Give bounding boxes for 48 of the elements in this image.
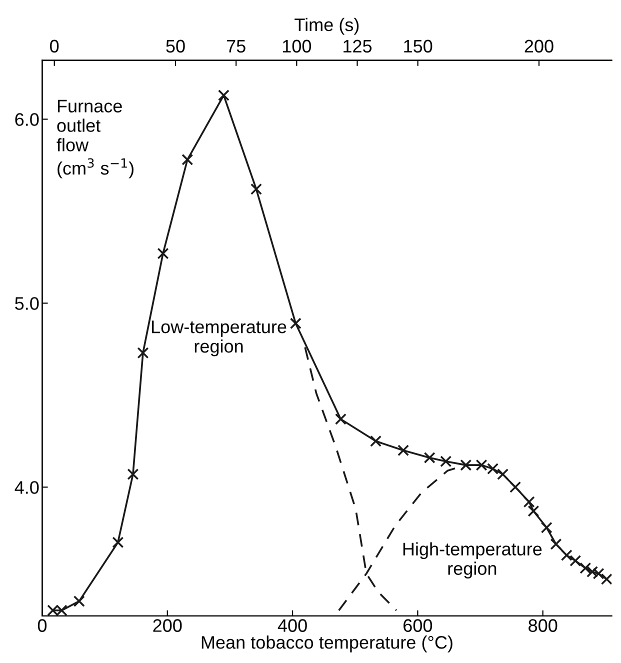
x2-axis-title: Time (s) xyxy=(294,18,359,35)
x2-tick-label: 150 xyxy=(404,40,432,53)
point xyxy=(523,496,535,508)
point xyxy=(127,468,139,480)
y-tick-label: 5.0 xyxy=(15,297,39,310)
x2-tick-label: 125 xyxy=(344,40,372,53)
point xyxy=(600,573,612,585)
point xyxy=(540,522,552,534)
point xyxy=(73,595,85,607)
y-axis-title: Furnace outlet flow (cm$^{3}$ s$^{−1}$) xyxy=(56,100,134,178)
point xyxy=(112,536,124,548)
point xyxy=(550,538,562,550)
point xyxy=(137,347,149,359)
point xyxy=(580,562,592,574)
x2-tick-label: 200 xyxy=(524,40,554,53)
point xyxy=(424,452,436,464)
point xyxy=(487,462,499,475)
annotation: High-temperature region xyxy=(403,542,542,579)
x-tick-label: 600 xyxy=(404,619,432,632)
point xyxy=(398,444,410,456)
point xyxy=(528,505,540,517)
point xyxy=(250,183,262,195)
point xyxy=(182,154,194,166)
x2-tick-label: 75 xyxy=(226,40,246,53)
point xyxy=(440,456,452,468)
x-tick-label: 0 xyxy=(38,619,47,632)
x-axis-title: Mean tobacco temperature (°C) xyxy=(202,636,452,652)
point xyxy=(290,318,302,330)
x-tick-label: 800 xyxy=(528,619,558,632)
point xyxy=(570,554,582,566)
annotation: Low-temperature region xyxy=(152,320,286,356)
y-tick-label: 6.0 xyxy=(15,113,39,126)
point xyxy=(510,481,522,493)
point xyxy=(497,468,509,480)
y-tick-label: 4.0 xyxy=(14,481,39,494)
point xyxy=(370,435,382,447)
point xyxy=(460,459,472,471)
point xyxy=(334,413,346,425)
x2-tick-label: 50 xyxy=(166,40,185,53)
point xyxy=(157,248,169,260)
x2-tick-label: 0 xyxy=(50,40,59,53)
point xyxy=(218,90,230,102)
point xyxy=(586,566,598,578)
point xyxy=(560,549,572,561)
point xyxy=(476,459,488,471)
x-tick-label: 200 xyxy=(153,619,182,632)
x2-tick-label: 100 xyxy=(282,40,312,53)
x-tick-label: 400 xyxy=(278,619,307,632)
